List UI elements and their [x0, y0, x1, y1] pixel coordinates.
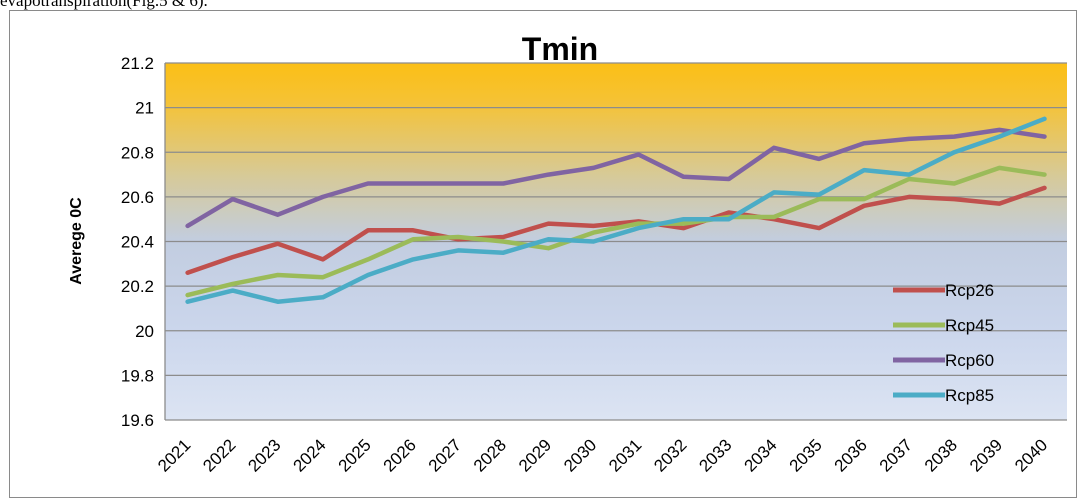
series-line-rcp45 [185, 165, 1047, 298]
x-tick-label: 2030 [560, 435, 600, 475]
x-tick-label: 2035 [786, 435, 826, 475]
legend-label-rcp26: Rcp26 [945, 281, 994, 300]
x-tick-label: 2022 [199, 435, 239, 475]
y-tick-label: 19.6 [121, 411, 154, 430]
y-axis-label: Averege 0C [68, 197, 85, 285]
x-tick-label: 2026 [380, 435, 420, 475]
legend: Rcp26 Rcp45 Rcp60 Rcp85 [893, 281, 994, 405]
x-tick-label: 2029 [515, 435, 555, 475]
y-tick-label: 20.4 [121, 233, 154, 252]
y-tick-label: 19.8 [121, 366, 154, 385]
series-line-rcp26 [185, 185, 1047, 275]
legend-label-rcp45: Rcp45 [945, 316, 994, 335]
x-tick-label: 2032 [650, 435, 690, 475]
figure-caption: evapotranspiration(Fig.5 & 6). [0, 0, 208, 10]
y-tick-label: 20.2 [121, 277, 154, 296]
series-lines [185, 116, 1047, 304]
x-tick-label: 2034 [740, 435, 780, 475]
x-axis-ticks: 2021 2022 2023 2024 2025 2026 2027 2028 2029 2030… [154, 435, 1051, 475]
x-tick-label: 2023 [244, 435, 284, 475]
x-tick-label: 2024 [289, 435, 329, 475]
chart-title: Tmin [522, 31, 598, 67]
y-axis-ticks: 19.6 19.8 20 20.2 20.4 20.6 20.8 21 21.2 [121, 54, 154, 430]
x-tick-label: 2031 [605, 435, 645, 475]
y-tick-label: 20.6 [121, 188, 154, 207]
x-tick-label: 2036 [831, 435, 871, 475]
x-tick-label: 2039 [966, 435, 1006, 475]
y-tick-label: 21 [135, 99, 154, 118]
x-tick-label: 2038 [921, 435, 961, 475]
x-tick-label: 2027 [425, 435, 465, 475]
x-tick-label: 2033 [695, 435, 735, 475]
y-tick-label: 21.2 [121, 54, 154, 73]
x-tick-label: 2025 [335, 435, 375, 475]
legend-label-rcp85: Rcp85 [945, 386, 994, 405]
series-line-rcp60 [185, 127, 1047, 229]
x-tick-label: 2021 [154, 435, 194, 475]
x-tick-label: 2028 [470, 435, 510, 475]
y-tick-label: 20 [135, 322, 154, 341]
x-tick-label: 2037 [876, 435, 916, 475]
legend-label-rcp60: Rcp60 [945, 351, 994, 370]
y-tick-label: 20.8 [121, 143, 154, 162]
x-tick-label: 2040 [1011, 435, 1051, 475]
series-line-rcp85 [185, 116, 1047, 304]
